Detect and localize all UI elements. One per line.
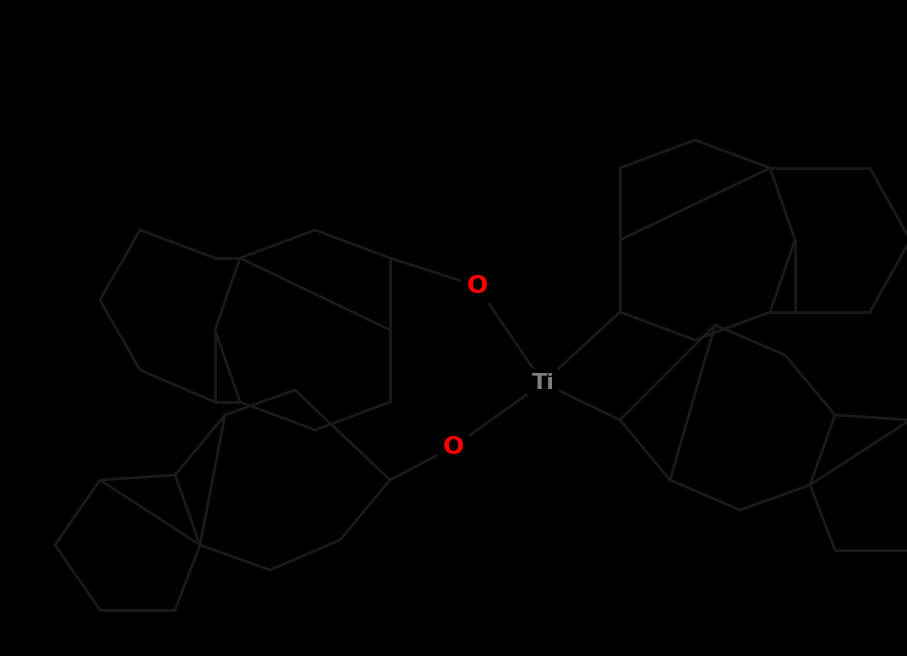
Text: Ti: Ti <box>532 373 554 393</box>
Text: O: O <box>443 435 463 459</box>
Text: O: O <box>466 274 488 298</box>
